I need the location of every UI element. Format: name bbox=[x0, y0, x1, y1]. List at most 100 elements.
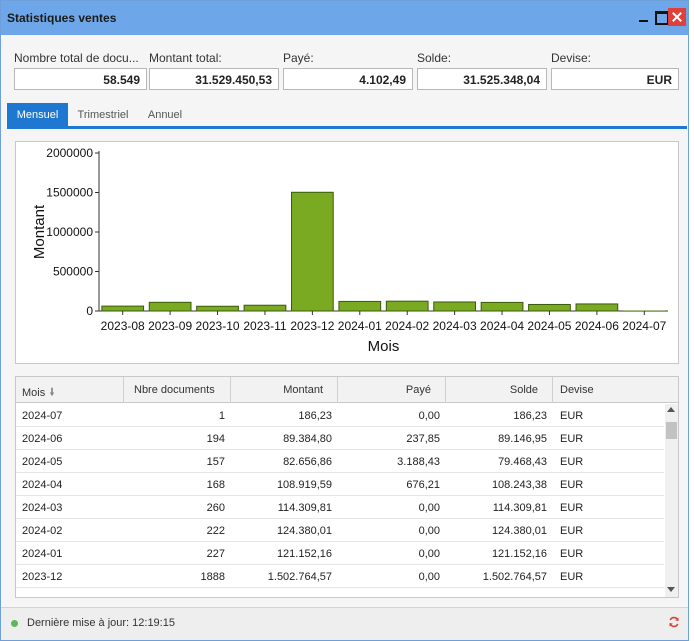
column-header-documents[interactable]: Nbre documents bbox=[124, 377, 231, 403]
x-tick-label: 2024-07 bbox=[622, 319, 666, 333]
cell-paid: 237,85 bbox=[406, 433, 440, 445]
cell-documents: 227 bbox=[206, 548, 225, 560]
y-tick-label: 1000000 bbox=[46, 225, 93, 239]
bar bbox=[196, 305, 239, 312]
bar bbox=[243, 304, 287, 312]
cell-amount: 82.656,86 bbox=[283, 456, 332, 468]
cell-balance: 124.380,01 bbox=[491, 525, 547, 537]
total-amount-label: Montant total: bbox=[149, 51, 222, 65]
cell-amount: 121.152,16 bbox=[276, 548, 332, 560]
monthly-chart-panel: 0 500000 1000000 1500000 2000000 2023-08 2023-… bbox=[15, 141, 679, 364]
column-header-paye[interactable]: Payé bbox=[338, 377, 446, 403]
x-tick-label: 2023-12 bbox=[290, 319, 334, 333]
cell-month: 2024-05 bbox=[22, 456, 63, 468]
total-documents-label: Nombre total de docu... bbox=[14, 51, 139, 65]
x-tick-label: 2024-04 bbox=[480, 319, 524, 333]
y-tick-label: 1500000 bbox=[46, 186, 93, 200]
x-axis-label: Mois bbox=[368, 338, 400, 355]
maximize-icon[interactable] bbox=[654, 10, 669, 25]
table-row[interactable]: 2024-03 260 114.309,81 0,00 114.309,81 EUR bbox=[16, 496, 664, 519]
currency-field[interactable]: EUR bbox=[551, 68, 679, 90]
table-row[interactable]: 2024-06 194 89.384,80 237,85 89.146,95 EUR bbox=[16, 427, 664, 450]
cell-currency: EUR bbox=[560, 548, 584, 560]
cell-balance: 89.146,95 bbox=[498, 433, 547, 445]
x-tick-label: 2024-01 bbox=[338, 319, 382, 333]
monthly-data-grid: Mois 🠛 Nbre documents Montant Payé Solde … bbox=[15, 376, 679, 598]
window-title: Statistiques ventes bbox=[7, 11, 117, 25]
cell-amount: 108.919,59 bbox=[276, 479, 332, 491]
cell-balance: 121.152,16 bbox=[491, 548, 547, 560]
tab-annuel[interactable]: Annuel bbox=[147, 109, 183, 121]
title-bar[interactable]: Statistiques ventes bbox=[1, 1, 688, 35]
cell-documents: 222 bbox=[206, 525, 225, 537]
bar bbox=[433, 301, 476, 312]
tab-underline bbox=[7, 126, 687, 129]
cell-documents: 168 bbox=[206, 479, 225, 491]
paid-field[interactable]: 4.102,49 bbox=[283, 68, 413, 90]
column-header-mois[interactable]: Mois 🠛 bbox=[16, 377, 124, 403]
total-documents-field[interactable]: 58.549 bbox=[14, 68, 147, 90]
y-tick-label: 500000 bbox=[53, 265, 93, 279]
cell-paid: 0,00 bbox=[418, 571, 440, 583]
cell-currency: EUR bbox=[560, 525, 584, 537]
cell-month: 2024-06 bbox=[22, 433, 63, 445]
balance-label: Solde: bbox=[417, 51, 452, 65]
bar bbox=[385, 300, 429, 312]
minimize-icon[interactable] bbox=[637, 10, 651, 24]
scroll-down-icon[interactable] bbox=[667, 587, 675, 592]
cell-currency: EUR bbox=[560, 433, 584, 445]
table-row[interactable]: 2024-05 157 82.656,86 3.188,43 79.468,43 EUR bbox=[16, 450, 664, 473]
vertical-scrollbar[interactable] bbox=[665, 404, 678, 597]
table-row[interactable]: 2024-04 168 108.919,59 676,21 108.243,38 EUR bbox=[16, 473, 664, 496]
close-icon[interactable] bbox=[668, 8, 686, 26]
table-row[interactable]: 2024-01 227 121.152,16 0,00 121.152,16 EUR bbox=[16, 542, 664, 565]
total-amount-field[interactable]: 31.529.450,53 bbox=[149, 68, 279, 90]
table-row[interactable]: 2024-07 1 186,23 0,00 186,23 EUR bbox=[16, 404, 664, 427]
x-tick-label: 2023-08 bbox=[101, 319, 145, 333]
bar bbox=[338, 300, 382, 312]
scroll-thumb[interactable] bbox=[666, 422, 677, 439]
y-axis-label: Montant bbox=[31, 204, 48, 259]
bar bbox=[528, 303, 571, 312]
cell-amount: 186,23 bbox=[298, 410, 332, 422]
cell-currency: EUR bbox=[560, 410, 584, 422]
bar bbox=[480, 301, 524, 312]
tab-mensuel[interactable]: Mensuel bbox=[7, 103, 68, 127]
cell-month: 2024-01 bbox=[22, 548, 63, 560]
column-header-devise[interactable]: Devise bbox=[560, 384, 594, 396]
sort-down-icon[interactable]: 🠛 bbox=[49, 387, 55, 399]
column-header-solde[interactable]: Solde bbox=[446, 377, 553, 403]
tab-trimestriel[interactable]: Trimestriel bbox=[77, 109, 129, 121]
x-tick-label: 2024-02 bbox=[385, 319, 429, 333]
cell-balance: 79.468,43 bbox=[498, 456, 547, 468]
cell-paid: 676,21 bbox=[406, 479, 440, 491]
x-tick-label: 2023-10 bbox=[196, 319, 240, 333]
monthly-bar-chart: 0 500000 1000000 1500000 2000000 2023-08 2023-… bbox=[31, 146, 668, 355]
cell-documents: 157 bbox=[206, 456, 225, 468]
table-row[interactable]: 2023-12 1888 1.502.764,57 0,00 1.502.764,57 E… bbox=[16, 565, 664, 588]
cell-paid: 0,00 bbox=[418, 410, 440, 422]
bar bbox=[623, 310, 666, 311]
scroll-up-icon[interactable] bbox=[667, 407, 675, 412]
x-tick-label: 2024-06 bbox=[575, 319, 619, 333]
x-tick-label: 2023-11 bbox=[243, 319, 286, 333]
cell-month: 2024-07 bbox=[22, 410, 63, 422]
cell-paid: 0,00 bbox=[418, 548, 440, 560]
bar bbox=[575, 303, 619, 312]
cell-month: 2024-03 bbox=[22, 502, 63, 514]
cell-paid: 0,00 bbox=[418, 502, 440, 514]
cell-amount: 1.502.764,57 bbox=[267, 571, 332, 583]
cell-balance: 1.502.764,57 bbox=[482, 571, 547, 583]
y-tick-label: 0 bbox=[86, 304, 93, 318]
balance-field[interactable]: 31.525.348,04 bbox=[417, 68, 547, 90]
cell-documents: 1888 bbox=[200, 571, 225, 583]
cell-currency: EUR bbox=[560, 571, 584, 583]
paid-label: Payé: bbox=[283, 51, 314, 65]
refresh-icon[interactable] bbox=[668, 616, 680, 628]
column-header-montant[interactable]: Montant bbox=[231, 377, 338, 403]
x-tick-label: 2024-05 bbox=[527, 319, 571, 333]
y-tick-label: 2000000 bbox=[46, 146, 93, 160]
table-row[interactable]: 2024-02 222 124.380,01 0,00 124.380,01 EUR bbox=[16, 519, 664, 542]
column-header-mois-label: Mois bbox=[22, 387, 46, 399]
